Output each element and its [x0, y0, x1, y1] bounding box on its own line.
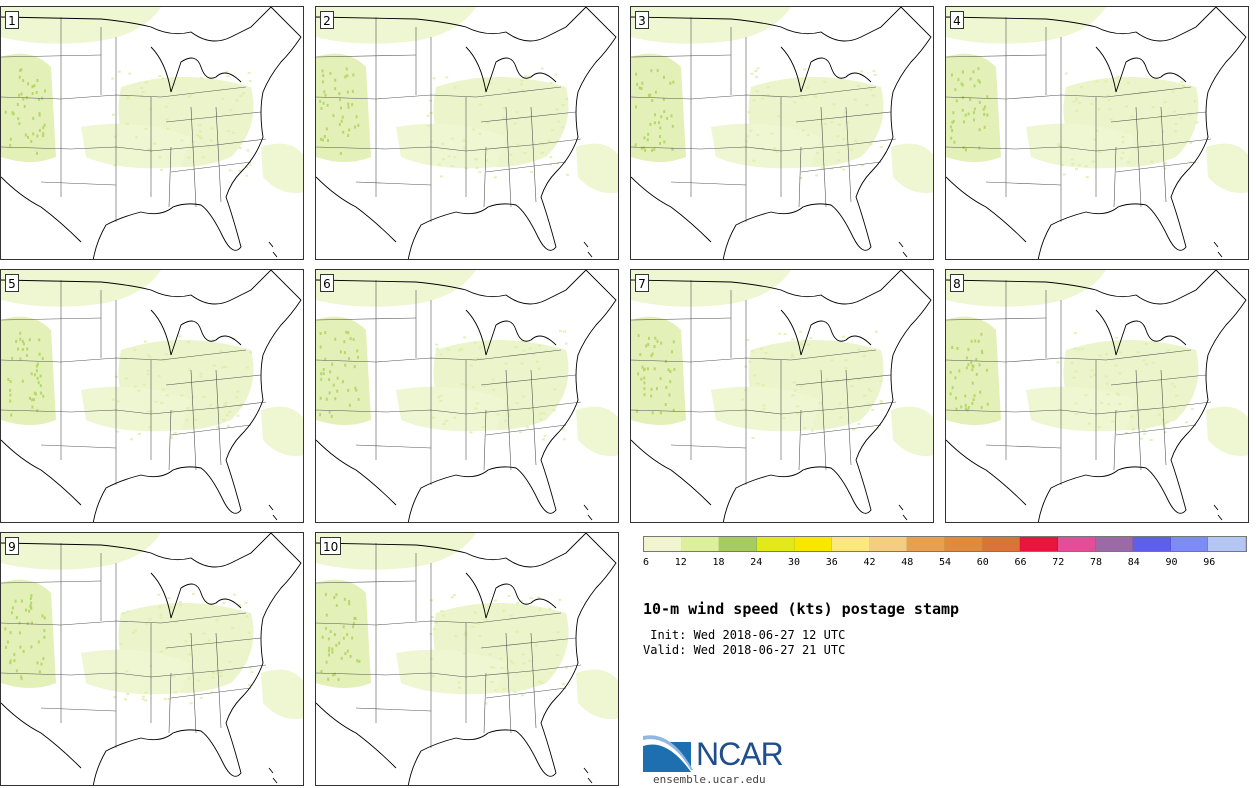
member-number: 6	[320, 274, 334, 292]
colorbar-swatch	[794, 537, 833, 551]
member-panel: 7	[630, 269, 934, 523]
colorbar-tick-label: 6	[643, 557, 650, 568]
colorbar-tick-label: 48	[901, 557, 914, 568]
ncar-logo: NCAR	[643, 732, 793, 774]
colorbar-swatch	[756, 537, 795, 551]
member-panel: 2	[315, 6, 619, 260]
colorbar-tick-label: 96	[1203, 557, 1216, 568]
member-number: 10	[320, 537, 342, 555]
colorbar-swatch	[832, 537, 870, 551]
member-panel: 8	[945, 269, 1249, 523]
init-time: Init: Wed 2018-06-27 12 UTC	[643, 628, 846, 642]
ncar-swoosh-icon	[643, 735, 693, 772]
member-number: 8	[950, 274, 964, 292]
colorbar-swatch	[1170, 537, 1209, 551]
colorbar-tick-label: 12	[674, 557, 687, 568]
colorbar-tick-label: 36	[825, 557, 838, 568]
member-number: 2	[320, 11, 334, 29]
colorbar-tick-label: 30	[787, 557, 801, 568]
colorbar-swatch	[719, 537, 757, 551]
member-panel: 1	[0, 6, 304, 260]
colorbar-swatch	[644, 537, 682, 551]
website-url: ensemble.ucar.edu	[653, 773, 766, 786]
ncar-logo-text: NCAR	[696, 736, 784, 772]
member-panel: 10	[315, 532, 619, 786]
member-panel: 4	[945, 6, 1249, 260]
colorbar-tick-label: 78	[1089, 557, 1103, 568]
colorbar-swatch	[1208, 537, 1246, 551]
colorbar-tick-label: 66	[1014, 557, 1027, 568]
valid-time: Valid: Wed 2018-06-27 21 UTC	[643, 643, 846, 657]
colorbar-swatch	[1020, 537, 1058, 551]
colorbar-swatch	[1057, 537, 1096, 551]
colorbar-tick-label: 84	[1127, 557, 1140, 568]
colorbar-tick-label: 72	[1052, 557, 1065, 568]
colorbar-tick-labels: 6 12 18 24 30 36 42 48 54 60 66 72 78 84 90 96	[643, 557, 1247, 571]
colorbar-tick-label: 24	[750, 557, 763, 568]
colorbar-swatch	[869, 537, 908, 551]
member-number: 7	[635, 274, 649, 292]
colorbar-swatch	[982, 537, 1021, 551]
colorbar-swatch	[945, 537, 983, 551]
member-panel: 5	[0, 269, 304, 523]
colorbar-swatch	[681, 537, 720, 551]
member-number: 1	[5, 11, 19, 29]
colorbar-tick-label: 54	[938, 557, 952, 568]
colorbar-tick-label: 90	[1165, 557, 1178, 568]
member-panel: 6	[315, 269, 619, 523]
member-number: 3	[635, 11, 649, 29]
colorbar-tick-label: 42	[863, 557, 876, 568]
colorbar-swatch	[907, 537, 945, 551]
member-number: 9	[5, 537, 19, 555]
colorbar-tick-label: 18	[712, 557, 725, 568]
colorbar-swatch	[1133, 537, 1171, 551]
colorbar-tick-label: 60	[976, 557, 989, 568]
member-panel: 3	[630, 6, 934, 260]
member-panel: 9	[0, 532, 304, 786]
colorbar-swatch	[1095, 537, 1134, 551]
wind-speed-colorbar	[643, 536, 1247, 552]
member-number: 5	[5, 274, 19, 292]
plot-title: 10-m wind speed (kts) postage stamp	[643, 600, 960, 618]
member-number: 4	[950, 11, 964, 29]
